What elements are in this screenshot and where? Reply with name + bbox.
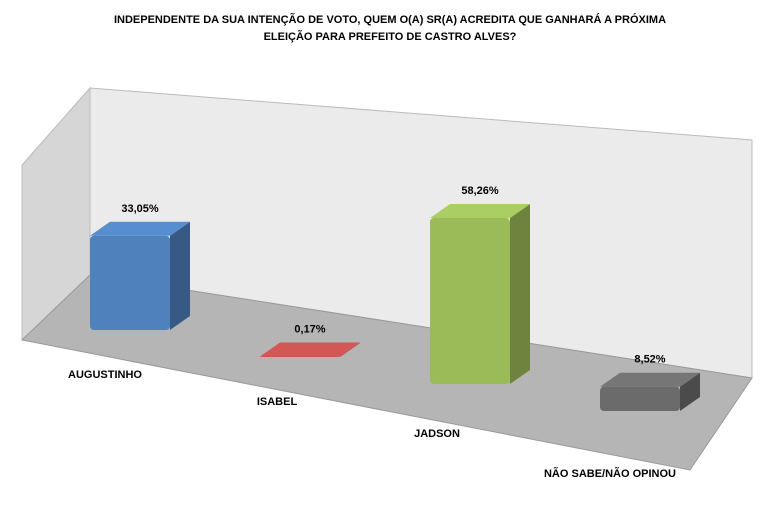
bar <box>90 235 170 330</box>
bar-top <box>260 342 360 357</box>
bar <box>600 386 680 411</box>
bar <box>260 356 340 358</box>
bar-top <box>90 221 190 236</box>
data-label: 8,52% <box>634 354 665 366</box>
bar <box>430 217 510 384</box>
x-tick-label: NÃO SABE/NÃO OPINOU <box>544 467 676 480</box>
floor <box>20 274 753 471</box>
bar-side <box>680 372 700 411</box>
chart-title: INDEPENDENTE DA SUA INTENÇÃO DE VOTO, QU… <box>113 14 667 43</box>
bar-side <box>340 342 360 357</box>
data-label: 58,26% <box>461 185 499 197</box>
x-tick-label: ISABEL <box>257 396 298 408</box>
bar-side <box>170 221 190 330</box>
bar-side <box>510 203 530 384</box>
x-tick-label: JADSON <box>414 428 460 440</box>
bar-top <box>430 203 530 218</box>
data-label: 0,17% <box>294 324 325 336</box>
x-tick-label: AUGUSTINHO <box>68 369 142 381</box>
data-label: 33,05% <box>121 203 159 215</box>
bar-top <box>600 372 700 387</box>
